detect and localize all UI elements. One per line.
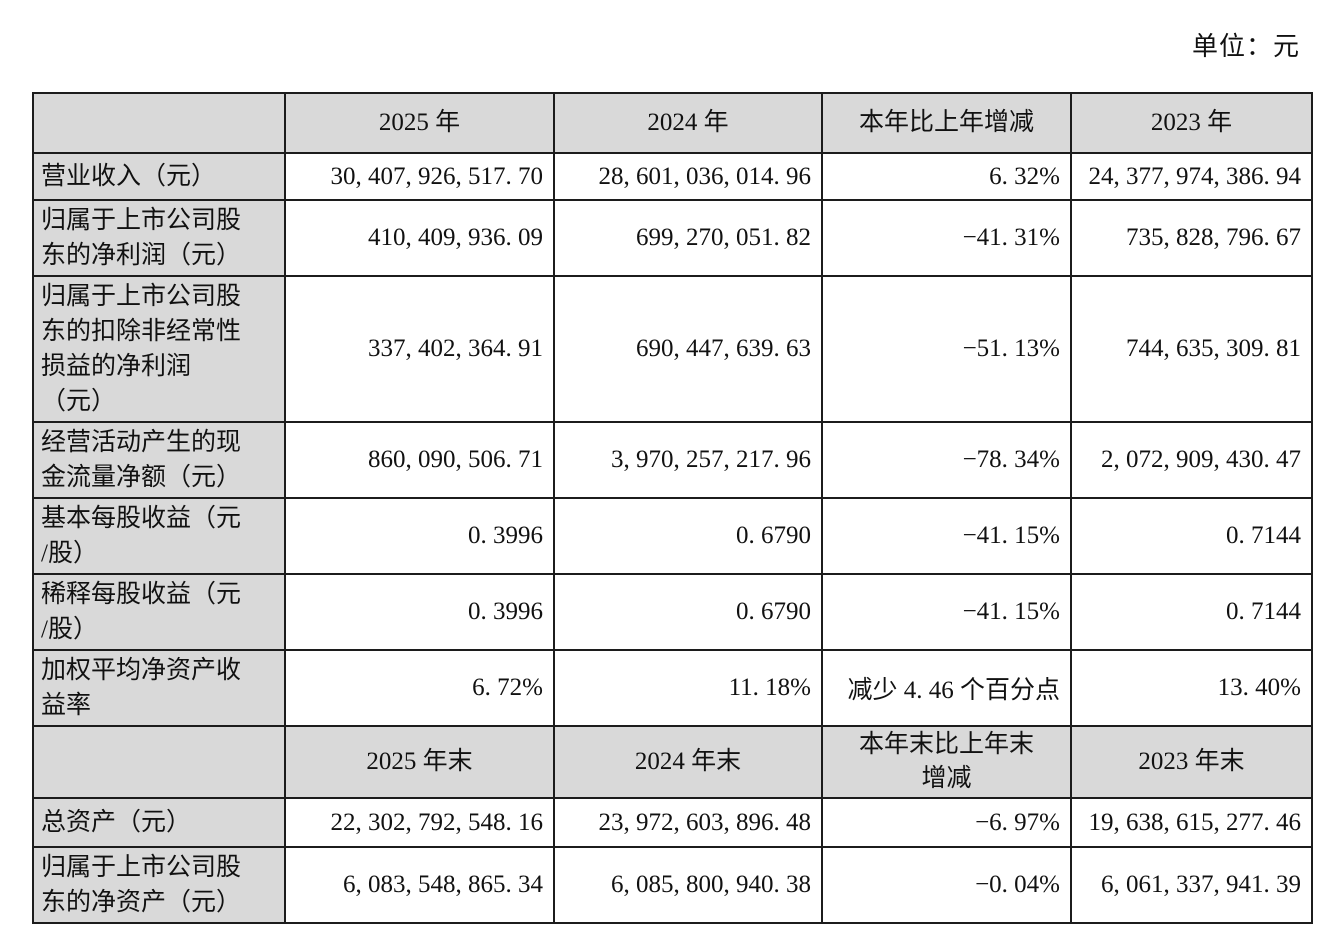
value-diluted-eps-2023: 0. 7144 xyxy=(1070,573,1313,651)
table-row-total-assets: 总资产（元） 22, 302, 792, 548. 16 23, 972, 60… xyxy=(32,797,1313,848)
value-deducted-net-profit-2025: 337, 402, 364. 91 xyxy=(284,275,555,423)
value-diluted-eps-2025: 0. 3996 xyxy=(284,573,555,651)
row-label-weighted-avg-roe: 加权平均净资产收 益率 xyxy=(32,649,286,727)
row-label-net-assets: 归属于上市公司股 东的净资产（元） xyxy=(32,846,286,924)
value-net-assets-2025: 6, 083, 548, 865. 34 xyxy=(284,846,555,924)
value-deducted-net-profit-2024: 690, 447, 639. 63 xyxy=(553,275,823,423)
value-net-profit-change: −41. 31% xyxy=(821,199,1072,277)
col-header-end-2025: 2025 年末 xyxy=(284,725,555,799)
value-net-profit-2025: 410, 409, 936. 09 xyxy=(284,199,555,277)
table-row-deducted-net-profit: 归属于上市公司股 东的扣除非经常性 损益的净利润 （元） 337, 402, 3… xyxy=(32,275,1313,423)
value-deducted-net-profit-2023: 744, 635, 309. 81 xyxy=(1070,275,1313,423)
unit-label: 单位：元 xyxy=(1191,32,1300,61)
financial-summary-table: 2025 年 2024 年 本年比上年增减 2023 年 营业收入（元） 30,… xyxy=(32,92,1313,924)
value-operating-cash-flow-2024: 3, 970, 257, 217. 96 xyxy=(553,421,823,499)
table-row-net-assets: 归属于上市公司股 东的净资产（元） 6, 083, 548, 865. 34 6… xyxy=(32,846,1313,924)
row-label-revenue: 营业收入（元） xyxy=(32,152,286,201)
value-net-assets-2024: 6, 085, 800, 940. 38 xyxy=(553,846,823,924)
col-header-yoy-change: 本年比上年增减 xyxy=(821,92,1072,154)
row-label-operating-cash-flow: 经营活动产生的现 金流量净额（元） xyxy=(32,421,286,499)
row-label-basic-eps: 基本每股收益（元 /股） xyxy=(32,497,286,575)
table-row-basic-eps: 基本每股收益（元 /股） 0. 3996 0. 6790 −41. 15% 0.… xyxy=(32,497,1313,575)
value-net-profit-2024: 699, 270, 051. 82 xyxy=(553,199,823,277)
value-weighted-avg-roe-2023: 13. 40% xyxy=(1070,649,1313,727)
col-header-2025: 2025 年 xyxy=(284,92,555,154)
value-total-assets-2024: 23, 972, 603, 896. 48 xyxy=(553,797,823,848)
table-row-weighted-avg-roe: 加权平均净资产收 益率 6. 72% 11. 18% 减少 4. 46 个百分点… xyxy=(32,649,1313,727)
value-total-assets-2025: 22, 302, 792, 548. 16 xyxy=(284,797,555,848)
value-net-assets-change: −0. 04% xyxy=(821,846,1072,924)
value-basic-eps-2024: 0. 6790 xyxy=(553,497,823,575)
value-operating-cash-flow-change: −78. 34% xyxy=(821,421,1072,499)
value-weighted-avg-roe-2024: 11. 18% xyxy=(553,649,823,727)
col-header-end-yoy-change: 本年末比上年末 增减 xyxy=(821,725,1072,799)
value-revenue-2023: 24, 377, 974, 386. 94 xyxy=(1070,152,1313,201)
value-net-assets-2023: 6, 061, 337, 941. 39 xyxy=(1070,846,1313,924)
value-operating-cash-flow-2023: 2, 072, 909, 430. 47 xyxy=(1070,421,1313,499)
value-weighted-avg-roe-change: 减少 4. 46 个百分点 xyxy=(821,649,1072,727)
value-basic-eps-change: −41. 15% xyxy=(821,497,1072,575)
table-row-net-profit: 归属于上市公司股 东的净利润（元） 410, 409, 936. 09 699,… xyxy=(32,199,1313,277)
value-operating-cash-flow-2025: 860, 090, 506. 71 xyxy=(284,421,555,499)
row-label-diluted-eps: 稀释每股收益（元 /股） xyxy=(32,573,286,651)
col-header-end-2024: 2024 年末 xyxy=(553,725,823,799)
value-revenue-2025: 30, 407, 926, 517. 70 xyxy=(284,152,555,201)
table-row-revenue: 营业收入（元） 30, 407, 926, 517. 70 28, 601, 0… xyxy=(32,152,1313,201)
col-header-end-2023: 2023 年末 xyxy=(1070,725,1313,799)
table-header-row-annual: 2025 年 2024 年 本年比上年增减 2023 年 xyxy=(32,92,1313,154)
col-header-2024: 2024 年 xyxy=(553,92,823,154)
value-diluted-eps-change: −41. 15% xyxy=(821,573,1072,651)
value-revenue-2024: 28, 601, 036, 014. 96 xyxy=(553,152,823,201)
col-header-2023: 2023 年 xyxy=(1070,92,1313,154)
table-header-row-year-end: 2025 年末 2024 年末 本年末比上年末 增减 2023 年末 xyxy=(32,725,1313,799)
value-weighted-avg-roe-2025: 6. 72% xyxy=(284,649,555,727)
value-total-assets-change: −6. 97% xyxy=(821,797,1072,848)
value-diluted-eps-2024: 0. 6790 xyxy=(553,573,823,651)
value-deducted-net-profit-change: −51. 13% xyxy=(821,275,1072,423)
row-label-total-assets: 总资产（元） xyxy=(32,797,286,848)
value-revenue-change: 6. 32% xyxy=(821,152,1072,201)
table-row-operating-cash-flow: 经营活动产生的现 金流量净额（元） 860, 090, 506. 71 3, 9… xyxy=(32,421,1313,499)
value-basic-eps-2025: 0. 3996 xyxy=(284,497,555,575)
row-label-net-profit: 归属于上市公司股 东的净利润（元） xyxy=(32,199,286,277)
value-net-profit-2023: 735, 828, 796. 67 xyxy=(1070,199,1313,277)
corner-cell xyxy=(32,92,286,154)
corner-cell-2 xyxy=(32,725,286,799)
table-row-diluted-eps: 稀释每股收益（元 /股） 0. 3996 0. 6790 −41. 15% 0.… xyxy=(32,573,1313,651)
value-total-assets-2023: 19, 638, 615, 277. 46 xyxy=(1070,797,1313,848)
row-label-deducted-net-profit: 归属于上市公司股 东的扣除非经常性 损益的净利润 （元） xyxy=(32,275,286,423)
value-basic-eps-2023: 0. 7144 xyxy=(1070,497,1313,575)
